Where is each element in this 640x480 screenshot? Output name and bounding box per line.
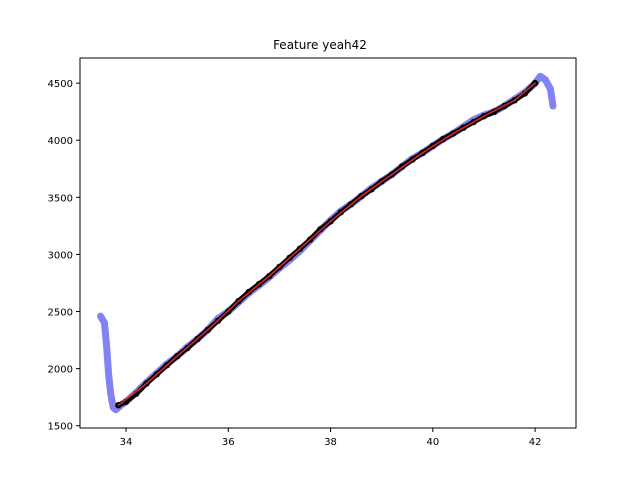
plot-frame	[79, 57, 577, 429]
y-tick-label: 1500	[48, 422, 73, 433]
chart-title: Feature yeah42	[273, 38, 367, 52]
x-tick-label: 34	[120, 437, 133, 448]
x-axis: 34 36 38 40 42	[120, 428, 542, 448]
x-tick-label: 42	[529, 437, 542, 448]
series-2	[117, 82, 536, 406]
x-tick-label: 38	[324, 437, 337, 448]
series-0	[97, 72, 557, 414]
x-tick-label: 36	[222, 437, 235, 448]
series-line	[117, 82, 536, 406]
y-tick-label: 3000	[48, 250, 73, 261]
plot-area	[97, 72, 557, 414]
y-tick-label: 2000	[48, 365, 73, 376]
series-line	[97, 72, 557, 414]
y-tick-label: 3500	[48, 193, 73, 204]
y-axis: 1500 2000 2500 3000 3500 4000 4500	[48, 79, 80, 433]
y-tick-label: 2500	[48, 308, 73, 319]
x-tick-label: 40	[426, 437, 439, 448]
data-point	[521, 90, 529, 97]
y-tick-label: 4000	[48, 136, 73, 147]
y-tick-label: 4500	[48, 79, 73, 90]
